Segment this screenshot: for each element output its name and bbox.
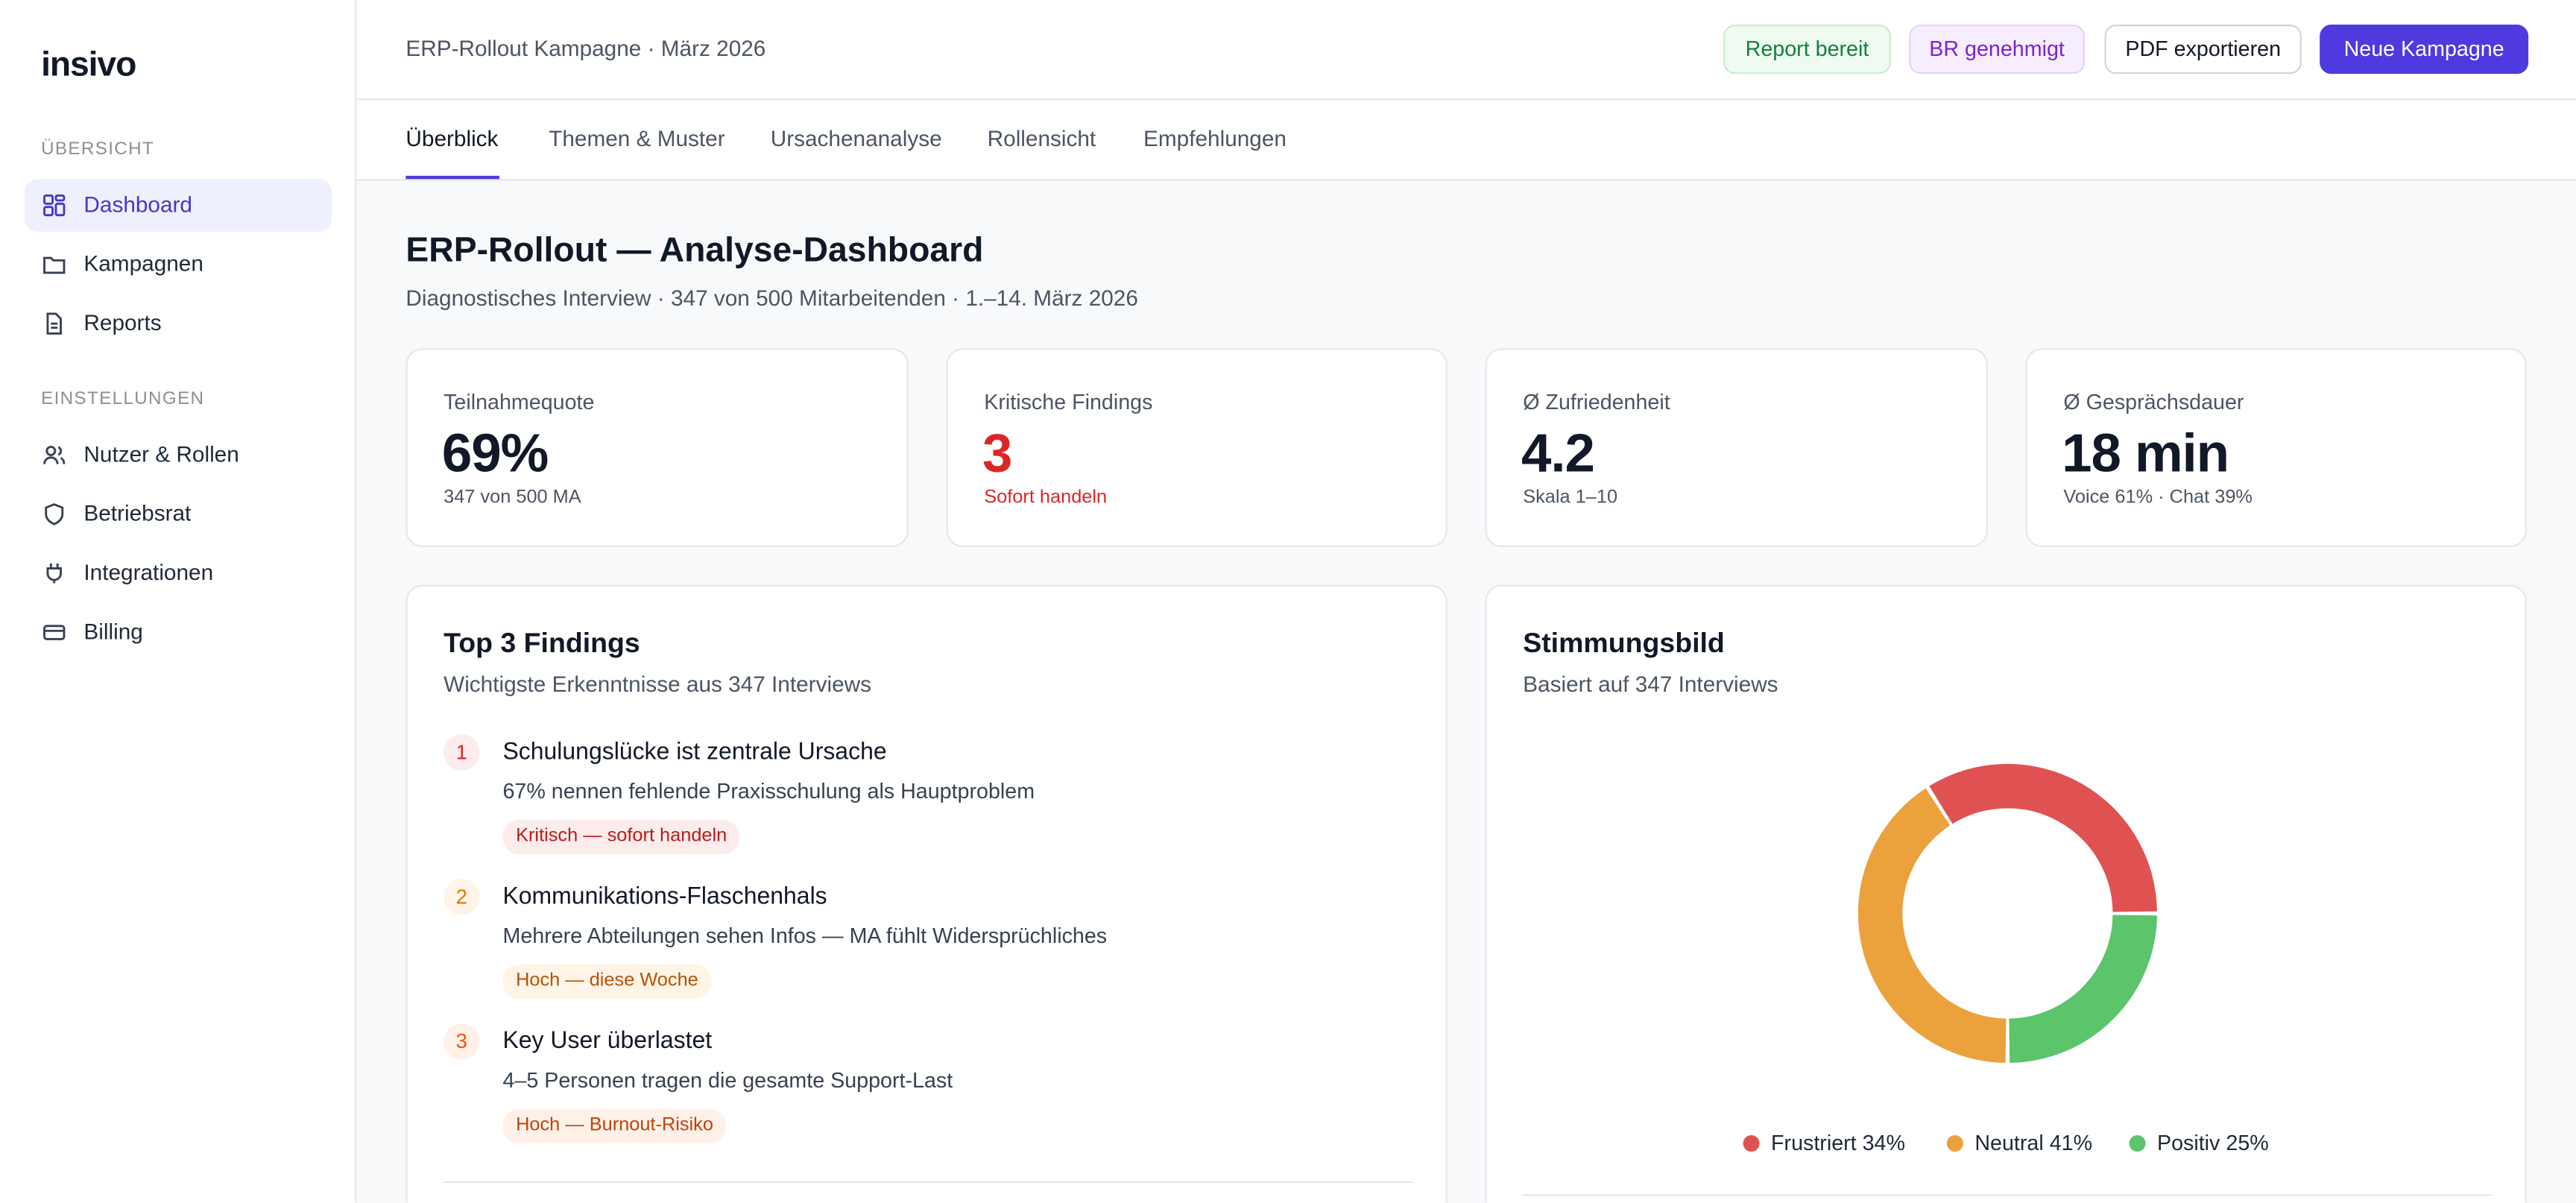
- kpi-card: Teilnahmequote 69% 347 von 500 MA: [405, 348, 909, 547]
- finding-title: Key User überlastet: [502, 1028, 713, 1055]
- priority-tag: Hoch — diese Woche: [502, 964, 712, 1000]
- kpi-label: Teilnahmequote: [443, 389, 595, 414]
- page-title: ERP-Rollout — Analyse-Dashboard: [405, 231, 984, 270]
- legend-item: Frustriert 34%: [1743, 1130, 1905, 1155]
- legend-swatch: [1743, 1135, 1760, 1152]
- breadcrumb: ERP-Rollout Kampagne · März 2026: [405, 36, 766, 61]
- donut-segment: [2008, 914, 2157, 1064]
- kpi-label: Kritische Findings: [984, 389, 1153, 414]
- legend-value: 34%: [1862, 1130, 1905, 1155]
- legend-item: Neutral 41%: [1946, 1130, 2093, 1155]
- divider: [1523, 1194, 2493, 1196]
- legend-label: Positiv: [2156, 1130, 2220, 1155]
- nav-item[interactable]: Betriebsrat: [25, 488, 332, 541]
- legend-value: 41%: [2049, 1130, 2093, 1155]
- kpi-note: 347 von 500 MA: [443, 487, 581, 508]
- finding-title: Schulungslücke ist zentrale Ursache: [502, 739, 887, 766]
- kpi-value: 4.2: [1521, 422, 1595, 484]
- kpi-note: Voice 61% · Chat 39%: [2063, 487, 2253, 508]
- section-title: EINSTELLUNGEN: [41, 389, 205, 409]
- nav-label[interactable]: Betriebsrat: [83, 501, 192, 526]
- rank-badge: 2: [443, 879, 480, 915]
- legend-swatch: [2129, 1135, 2146, 1152]
- card-title: Top 3 Findings: [443, 627, 640, 659]
- tab[interactable]: Ursachenanalyse: [770, 126, 942, 151]
- logo[interactable]: insivo: [41, 45, 136, 84]
- nav-label[interactable]: Dashboard: [83, 192, 192, 217]
- finding-description: Mehrere Abteilungen sehen Infos — MA füh…: [502, 923, 1108, 948]
- finding-description: 4–5 Personen tragen die gesamte Support-…: [502, 1067, 953, 1093]
- legend-label: Neutral: [1974, 1130, 2044, 1155]
- tab[interactable]: Empfehlungen: [1143, 126, 1287, 151]
- nav-label[interactable]: Nutzer & Rollen: [83, 441, 239, 467]
- nav-item[interactable]: Billing: [25, 606, 332, 659]
- nav-item[interactable]: Kampagnen: [25, 239, 332, 291]
- kpi-value: 3: [982, 422, 1012, 484]
- nav-item[interactable]: Reports: [25, 297, 332, 350]
- divider: [443, 1181, 1413, 1183]
- nav-label[interactable]: Billing: [83, 619, 143, 645]
- sidebar: insivo ÜBERSICHT Dashboard Kampagnen Rep…: [0, 0, 357, 1203]
- chart-title: Stimmungsbild: [1523, 627, 1725, 659]
- findings-card: Top 3 Findings Wichtigste Erkenntnisse a…: [405, 584, 1448, 1203]
- primary-button[interactable]: Neue Kampagne: [2320, 25, 2529, 75]
- nav-item[interactable]: Dashboard: [25, 179, 332, 232]
- legend-label: Frustriert: [1771, 1130, 1857, 1155]
- kpi-label: Ø Zufriedenheit: [1523, 389, 1670, 414]
- legend-value: 25%: [2226, 1130, 2269, 1155]
- legend-swatch: [1946, 1135, 1963, 1152]
- section-title: ÜBERSICHT: [41, 139, 155, 160]
- kpi-note: Skala 1–10: [1523, 487, 1618, 508]
- status-badge: BR genehmigt: [1909, 25, 2086, 75]
- kpi-note: Sofort handeln: [984, 487, 1108, 508]
- export-button[interactable]: PDF exportieren: [2104, 25, 2302, 75]
- donut-segment: [1929, 763, 2157, 913]
- finding-description: 67% nennen fehlende Praxisschulung als H…: [502, 778, 1035, 803]
- priority-tag: Hoch — Burnout-Risiko: [502, 1108, 727, 1144]
- tab[interactable]: Überblick: [405, 126, 499, 151]
- kpi-card: Kritische Findings 3 Sofort handeln: [946, 348, 1448, 547]
- nav-label[interactable]: Kampagnen: [83, 251, 203, 277]
- tab-indicator: [405, 175, 500, 180]
- nav-item[interactable]: Nutzer & Rollen: [25, 429, 332, 481]
- nav-item[interactable]: Integrationen: [25, 547, 332, 600]
- kpi-label: Ø Gesprächsdauer: [2063, 389, 2244, 414]
- finding-title: Kommunikations-Flaschenhals: [502, 883, 827, 911]
- donut-chart: [1857, 763, 2157, 1064]
- chart-card: Stimmungsbild Basiert auf 347 Interviews…: [1485, 584, 2527, 1203]
- kpi-card: Ø Gesprächsdauer 18 min Voice 61% · Chat…: [2025, 348, 2527, 547]
- chart-subtitle: Basiert auf 347 Interviews: [1523, 672, 1778, 697]
- card-subtitle: Wichtigste Erkenntnisse aus 347 Intervie…: [443, 672, 871, 697]
- priority-tag: Kritisch — sofort handeln: [502, 819, 740, 855]
- nav-label[interactable]: Integrationen: [83, 560, 214, 585]
- tab-bar: Überblick Themen & Muster Ursachenanalys…: [356, 100, 2576, 181]
- kpi-value: 69%: [441, 422, 549, 484]
- rank-badge: 3: [443, 1023, 480, 1060]
- kpi-value: 18 min: [2062, 422, 2229, 484]
- nav-label[interactable]: Reports: [83, 310, 162, 335]
- rank-badge: 1: [443, 734, 480, 771]
- status-badge: Report bereit: [1723, 25, 1891, 75]
- tab[interactable]: Themen & Muster: [549, 126, 725, 151]
- page-subtitle: Diagnostisches Interview · 347 von 500 M…: [405, 285, 1138, 311]
- donut-segment: [1857, 788, 2007, 1064]
- topbar: ERP-Rollout Kampagne · März 2026 Report …: [356, 0, 2576, 101]
- legend-item: Positiv 25%: [2129, 1130, 2269, 1155]
- kpi-card: Ø Zufriedenheit 4.2 Skala 1–10: [1485, 348, 1988, 547]
- tab[interactable]: Rollensicht: [987, 126, 1096, 151]
